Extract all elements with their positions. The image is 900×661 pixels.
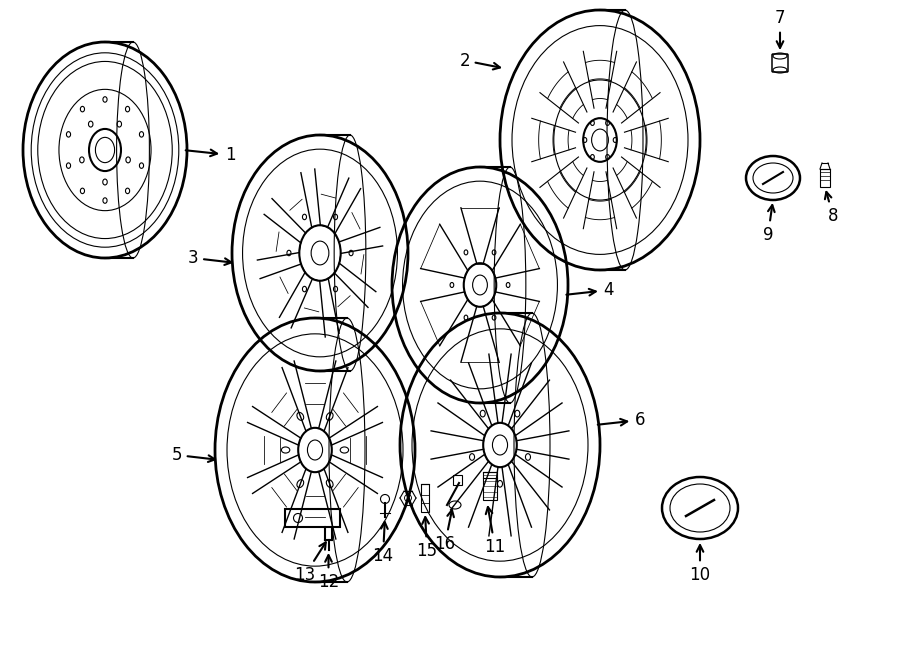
Text: 5: 5 [172, 446, 215, 464]
Bar [421, 484, 429, 512]
Text: 9: 9 [763, 205, 775, 244]
Text: 15: 15 [417, 517, 437, 560]
Text: 1: 1 [185, 146, 236, 164]
Text: 14: 14 [373, 522, 393, 565]
Text: 6: 6 [598, 411, 645, 429]
Text: 16: 16 [435, 510, 455, 553]
Bar [285, 509, 340, 527]
Bar [820, 169, 830, 187]
Text: 10: 10 [689, 545, 711, 584]
Text: 2: 2 [459, 52, 500, 69]
Bar [453, 475, 462, 485]
Text: 11: 11 [484, 507, 506, 556]
Text: 13: 13 [294, 542, 326, 584]
Text: 8: 8 [825, 192, 838, 225]
Text: 12: 12 [318, 555, 339, 591]
Bar [483, 472, 497, 500]
Text: 4: 4 [566, 281, 614, 299]
Text: 7: 7 [775, 9, 785, 48]
Text: 3: 3 [188, 249, 231, 267]
